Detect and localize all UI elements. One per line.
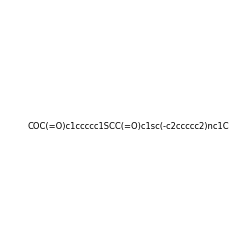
Text: COC(=O)c1ccccc1SCC(=O)c1sc(-c2ccccc2)nc1C: COC(=O)c1ccccc1SCC(=O)c1sc(-c2ccccc2)nc1… — [27, 122, 229, 131]
